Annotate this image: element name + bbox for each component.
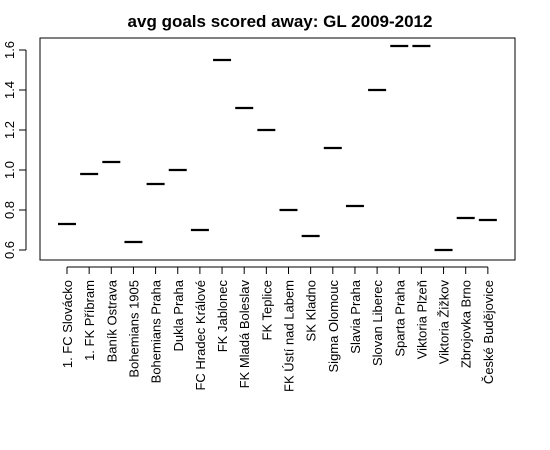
- x-tick-label: 1. FK Příbram: [82, 280, 97, 361]
- x-tick-label: Dukla Praha: [171, 279, 186, 351]
- y-tick-label: 1.6: [2, 41, 17, 59]
- x-tick-label: FK Mladá Boleslav: [237, 280, 252, 389]
- data-marks: [58, 44, 497, 252]
- x-tick-label: 1. FC Slovácko: [60, 280, 75, 368]
- x-tick-label: FC Hradec Králové: [193, 280, 208, 391]
- y-tick-label: 1.2: [2, 121, 17, 139]
- x-tick-label: Viktoria Plzeň: [414, 280, 429, 359]
- x-tick-label: Bohemians Praha: [149, 279, 164, 383]
- x-tick-label: Slovan Liberec: [370, 280, 385, 366]
- x-tick-label: Viktoria Žižkov: [437, 280, 452, 365]
- y-tick-label: 0.8: [2, 201, 17, 219]
- y-axis: 0.6 0.8 1.0 1.2 1.4 1.6: [2, 41, 27, 259]
- x-tick-label: FK Ústí nad Labem: [282, 280, 297, 392]
- x-tick-label: Slavia Praha: [348, 279, 363, 353]
- x-tick-label: České Budějovice: [481, 280, 496, 384]
- x-tick-label: Zbrojovka Brno: [459, 280, 474, 368]
- x-axis: 1. FC Slovácko 1. FK Příbram Baník Ostrava…: [60, 266, 496, 392]
- plot-area-border: [39, 37, 516, 261]
- x-tick-label: SK Kladno: [304, 280, 319, 341]
- x-tick-label: FK Jablonec: [215, 280, 230, 353]
- y-tick-label: 1.0: [2, 161, 17, 179]
- x-tick-label: Sparta Praha: [392, 279, 407, 356]
- y-tick-label: 1.4: [2, 81, 17, 99]
- x-tick-label: Bohemians 1905: [126, 280, 141, 378]
- x-tick-label: FK Teplice: [259, 280, 274, 340]
- y-tick-label: 0.6: [2, 241, 17, 259]
- chart-title: avg goals scored away: GL 2009-2012: [128, 12, 433, 31]
- x-tick-label: Baník Ostrava: [104, 279, 119, 362]
- x-tick-label: Sigma Olomouc: [326, 280, 341, 373]
